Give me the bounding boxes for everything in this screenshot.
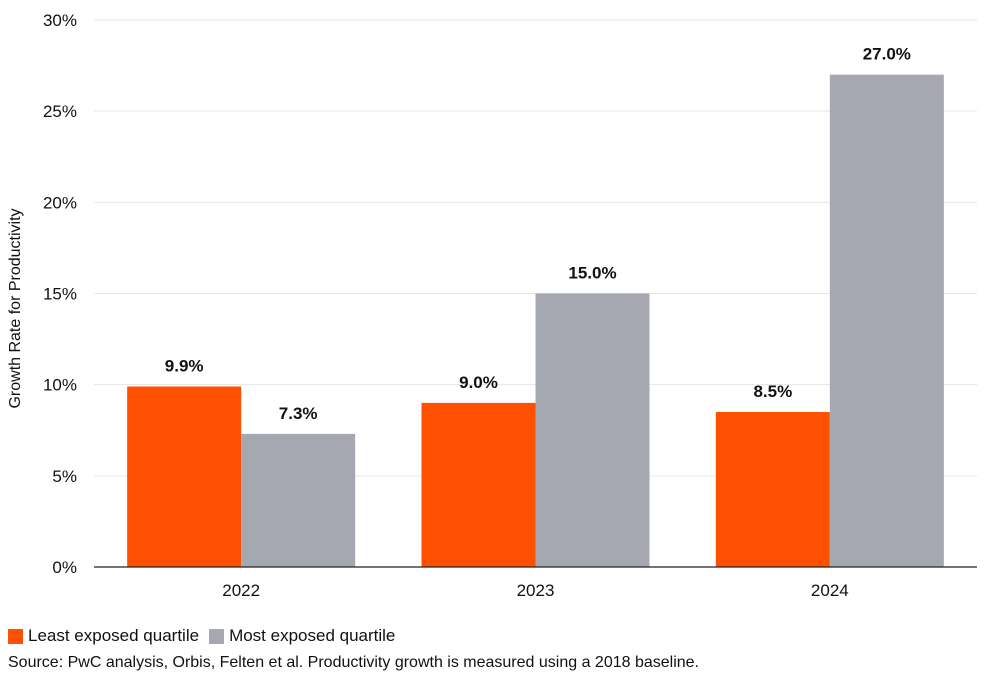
data-label-most-exposed-2023: 15.0% bbox=[568, 264, 616, 283]
y-tick-label: 30% bbox=[43, 11, 77, 30]
bar-most-exposed-2024 bbox=[829, 74, 944, 567]
x-tick-label: 2023 bbox=[517, 581, 555, 600]
data-label-least-exposed-2023: 9.0% bbox=[459, 373, 498, 392]
bar-least-exposed-2024 bbox=[715, 412, 830, 567]
legend-label-least-exposed: Least exposed quartile bbox=[28, 626, 200, 645]
data-label-most-exposed-2024: 27.0% bbox=[863, 45, 911, 64]
data-labels: 9.9% 7.3% 9.0% 15.0% 8.5% 27.0% bbox=[165, 45, 911, 423]
y-axis-label: Growth Rate for Productivity bbox=[7, 208, 24, 408]
legend-swatch-most-exposed bbox=[209, 628, 225, 644]
x-axis-ticks: 2022 2023 2024 bbox=[222, 581, 848, 600]
y-tick-label: 5% bbox=[52, 467, 77, 486]
bar-chart: 0% 5% 10% 15% 20% 25% 30% 9.9% 7.3% 9.0% 15.0% 8.5… bbox=[7, 11, 977, 600]
bar-least-exposed-2022 bbox=[127, 386, 242, 567]
y-axis-ticks: 0% 5% 10% 15% 20% 25% 30% bbox=[43, 11, 77, 577]
bar-least-exposed-2023 bbox=[421, 402, 536, 567]
bars bbox=[127, 74, 944, 567]
data-label-least-exposed-2022: 9.9% bbox=[165, 356, 204, 375]
source-note: Source: PwC analysis, Orbis, Felten et a… bbox=[8, 654, 699, 671]
y-tick-label: 20% bbox=[43, 193, 77, 212]
bar-most-exposed-2023 bbox=[535, 293, 650, 567]
y-tick-label: 10% bbox=[43, 376, 77, 395]
legend-swatch-least-exposed bbox=[8, 628, 23, 644]
x-tick-label: 2024 bbox=[811, 581, 849, 600]
y-tick-label: 25% bbox=[43, 102, 77, 121]
x-tick-label: 2022 bbox=[222, 581, 260, 600]
legend-item-most-exposed: Most exposed quartile bbox=[209, 626, 395, 646]
data-label-least-exposed-2024: 8.5% bbox=[753, 382, 792, 401]
y-tick-label: 0% bbox=[52, 558, 77, 577]
legend-item-least-exposed: Least exposed quartile bbox=[8, 626, 199, 646]
legend-label-most-exposed: Most exposed quartile bbox=[229, 626, 396, 645]
data-label-most-exposed-2022: 7.3% bbox=[279, 404, 318, 423]
legend: Least exposed quartile Most exposed quar… bbox=[8, 624, 405, 648]
y-tick-label: 15% bbox=[43, 285, 77, 304]
bar-most-exposed-2022 bbox=[241, 433, 356, 567]
